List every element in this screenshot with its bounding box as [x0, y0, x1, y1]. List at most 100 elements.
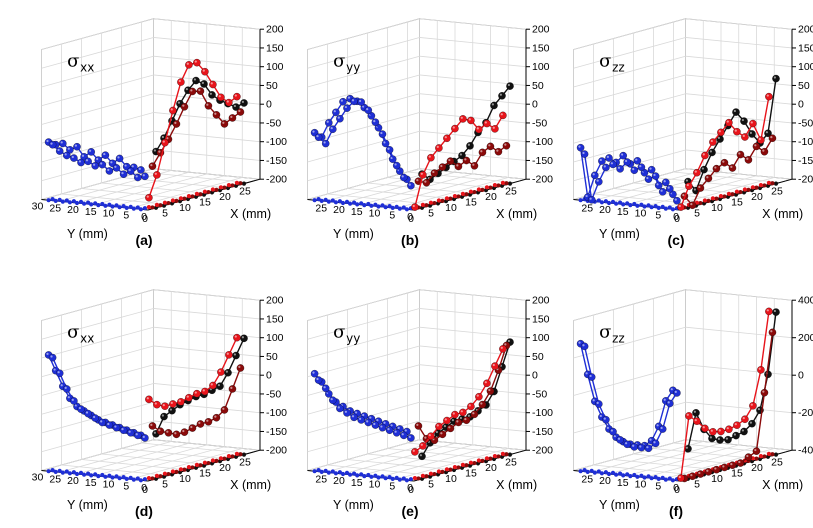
data-point-highlight	[603, 417, 606, 420]
grid-line	[360, 444, 473, 477]
data-point-highlight	[750, 403, 753, 406]
x-tick-label: 25	[239, 186, 251, 198]
data-point-highlight	[383, 141, 386, 144]
y-tick-label: 0	[407, 482, 413, 494]
data-point-blue	[605, 154, 613, 162]
data-point-highlight	[635, 158, 638, 161]
data-point-highlight	[78, 406, 81, 410]
floor-projection-point	[618, 200, 623, 205]
y-axis-label: Y (mm)	[599, 498, 640, 512]
data-point-highlight	[85, 411, 89, 414]
floor-projection-point	[170, 198, 175, 203]
floor-projection-point	[117, 476, 122, 481]
z-tick-label: 150	[532, 313, 550, 325]
data-point-highlight	[366, 108, 369, 111]
data-point-highlight	[121, 172, 124, 175]
z-tick-label: -100	[266, 136, 287, 148]
floor-projection-point	[182, 196, 187, 201]
z-tick-label: 150	[798, 42, 813, 54]
data-point-blue	[587, 196, 596, 204]
floor-projection-point	[198, 463, 203, 468]
data-point-red	[435, 144, 443, 152]
floor-projection-point	[170, 469, 175, 474]
floor-projection-point	[738, 189, 743, 195]
y-tick-label: 20	[599, 204, 611, 216]
floor-projection-point	[312, 469, 317, 474]
data-point-highlight	[226, 352, 229, 355]
y-axis-label: Y (mm)	[67, 498, 108, 512]
data-point-darkred	[688, 201, 697, 209]
floor-projection-point	[718, 194, 724, 199]
z-tick-label: -200	[266, 445, 287, 457]
x-tick-label: 10	[179, 202, 191, 214]
data-point-highlight	[722, 160, 725, 163]
x-tick-label: 5	[162, 208, 168, 220]
data-point-darkred	[212, 413, 221, 422]
floor-projection-point	[380, 203, 385, 208]
data-point-highlight	[330, 127, 333, 130]
floor-projection-point	[468, 460, 473, 465]
data-point-highlight	[746, 157, 749, 160]
data-point-highlight	[107, 168, 110, 171]
floor-projection-point	[234, 451, 239, 456]
data-point-highlight	[408, 435, 411, 438]
data-point-highlight	[241, 100, 244, 103]
grid-line	[608, 171, 722, 204]
grid-line	[626, 173, 739, 206]
grid-line	[41, 130, 154, 163]
floor-projection-point	[333, 471, 338, 476]
floor-projection-point	[480, 458, 485, 463]
data-point-highlight	[178, 79, 181, 83]
z-tick-label: 400	[798, 295, 813, 307]
floor-projection-point	[162, 200, 167, 205]
floor-projection-point	[323, 197, 328, 202]
floor-projection-point	[653, 204, 658, 209]
data-point-highlight	[690, 474, 693, 477]
data-point-black	[772, 74, 780, 83]
data-point-highlight	[170, 108, 173, 111]
floor-projection-point	[394, 204, 399, 209]
floor-projection-point	[618, 471, 623, 476]
floor-projection-point	[67, 200, 72, 205]
data-point-blue	[630, 443, 639, 451]
y-tick-label: 15	[617, 477, 629, 489]
floor-projection-point	[373, 202, 378, 207]
grid-line	[41, 93, 154, 125]
data-point-highlight	[762, 390, 765, 393]
floor-projection-point	[614, 472, 619, 477]
data-point-highlight	[369, 416, 372, 419]
z-tick-label: -200	[532, 174, 553, 186]
floor-projection-point	[46, 198, 51, 203]
data-point-highlight	[64, 386, 67, 389]
data-point-highlight	[709, 436, 713, 439]
grid-line	[307, 289, 420, 321]
data-point-blue	[350, 97, 358, 106]
data-point-blue	[637, 443, 646, 452]
z-tick-label: 100	[266, 61, 284, 73]
data-point-highlight	[201, 81, 204, 84]
floor-projection-point	[86, 471, 91, 476]
data-point-highlight	[153, 431, 156, 434]
z-tick-label: -50	[532, 117, 547, 129]
data-point-blue	[70, 154, 78, 162]
floor-projection-point	[766, 451, 772, 456]
data-point-blue	[310, 369, 319, 378]
grid-line	[573, 326, 686, 359]
data-point-highlight	[646, 446, 649, 449]
floor-projection-point	[369, 203, 374, 208]
data-point-highlight	[670, 388, 673, 391]
data-point-highlight	[468, 118, 471, 121]
y-tick-label: 10	[103, 479, 115, 491]
data-point-black	[498, 92, 506, 100]
grid-line	[307, 55, 420, 88]
data-point-darkred	[768, 328, 777, 337]
data-point-blue	[70, 397, 78, 405]
data-point-highlight	[153, 149, 156, 152]
data-point-black	[732, 108, 740, 116]
data-point-highlight	[589, 197, 592, 200]
grid-line	[307, 112, 420, 144]
z-tick-label: -100	[532, 136, 553, 148]
data-point-darkred	[446, 424, 455, 433]
